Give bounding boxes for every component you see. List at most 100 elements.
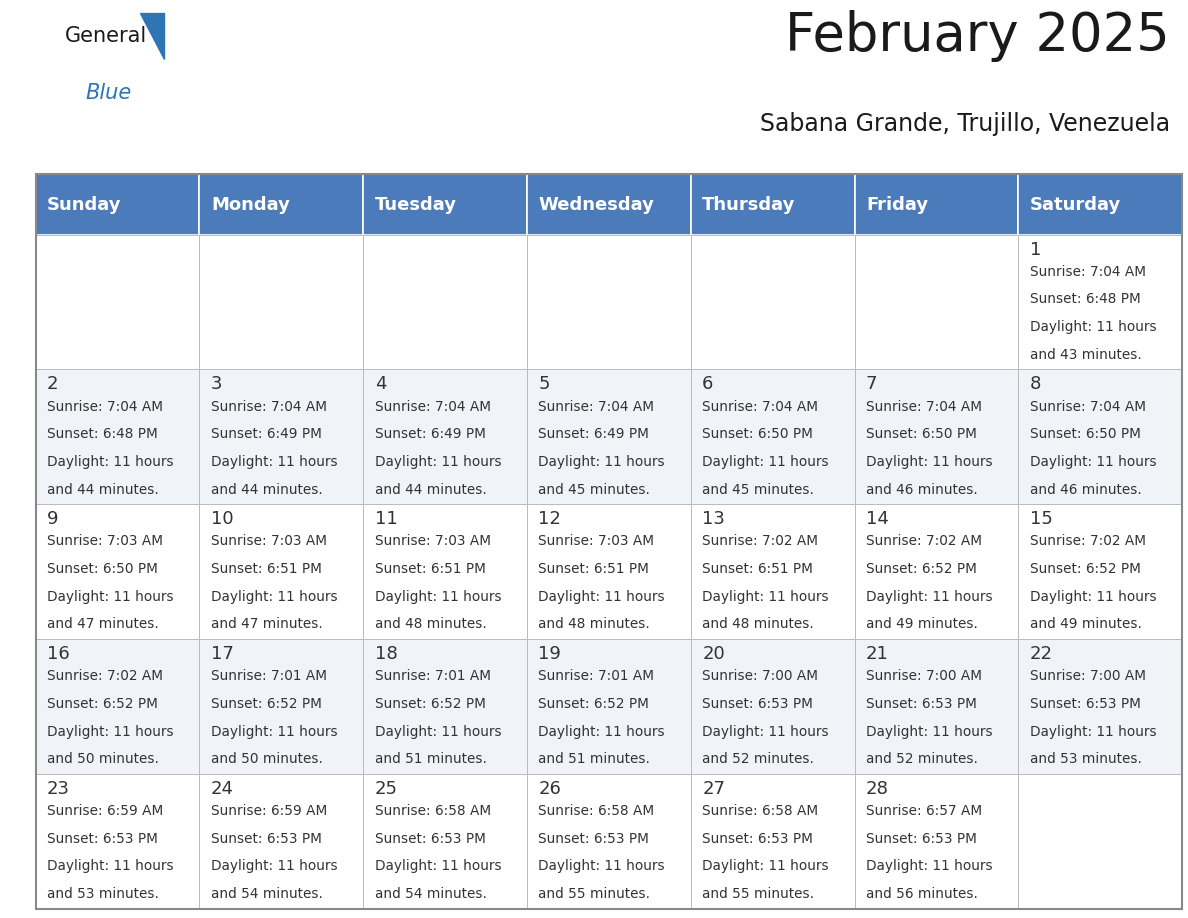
Text: Sunset: 6:53 PM: Sunset: 6:53 PM	[866, 832, 977, 845]
Text: Sunrise: 6:58 AM: Sunrise: 6:58 AM	[374, 804, 491, 818]
Text: Sunrise: 7:04 AM: Sunrise: 7:04 AM	[374, 399, 491, 414]
Text: Sunrise: 7:03 AM: Sunrise: 7:03 AM	[211, 534, 327, 548]
Text: and 51 minutes.: and 51 minutes.	[374, 752, 487, 767]
Text: 13: 13	[702, 510, 725, 528]
Text: Sunset: 6:50 PM: Sunset: 6:50 PM	[1030, 427, 1140, 442]
Text: and 45 minutes.: and 45 minutes.	[538, 483, 650, 497]
Text: Sunset: 6:51 PM: Sunset: 6:51 PM	[211, 562, 322, 577]
Bar	[364, 504, 527, 639]
Text: Sunset: 6:53 PM: Sunset: 6:53 PM	[866, 697, 977, 711]
Text: and 44 minutes.: and 44 minutes.	[374, 483, 486, 497]
Text: Daylight: 11 hours: Daylight: 11 hours	[866, 859, 993, 873]
Text: 21: 21	[866, 645, 889, 663]
Text: Sunset: 6:53 PM: Sunset: 6:53 PM	[48, 832, 158, 845]
Bar	[364, 235, 527, 369]
Text: Sunset: 6:51 PM: Sunset: 6:51 PM	[702, 562, 813, 577]
Text: Sunrise: 7:03 AM: Sunrise: 7:03 AM	[374, 534, 491, 548]
Text: Blue: Blue	[86, 83, 132, 103]
Text: Tuesday: Tuesday	[374, 196, 456, 214]
Text: Sunrise: 7:03 AM: Sunrise: 7:03 AM	[48, 534, 163, 548]
Text: and 55 minutes.: and 55 minutes.	[538, 887, 650, 901]
Text: Daylight: 11 hours: Daylight: 11 hours	[702, 859, 829, 873]
Text: Sunset: 6:49 PM: Sunset: 6:49 PM	[538, 427, 650, 442]
Text: and 53 minutes.: and 53 minutes.	[1030, 752, 1142, 767]
Bar	[1018, 369, 1182, 504]
Text: Sunset: 6:51 PM: Sunset: 6:51 PM	[538, 562, 650, 577]
Text: 19: 19	[538, 645, 561, 663]
Text: Sunrise: 6:57 AM: Sunrise: 6:57 AM	[866, 804, 982, 818]
Text: and 49 minutes.: and 49 minutes.	[866, 618, 978, 632]
Text: 1: 1	[1030, 241, 1041, 259]
Text: Friday: Friday	[866, 196, 928, 214]
Bar	[1018, 774, 1182, 909]
Text: 26: 26	[538, 780, 561, 798]
Text: 20: 20	[702, 645, 725, 663]
Text: Sunrise: 7:00 AM: Sunrise: 7:00 AM	[866, 669, 982, 683]
Bar	[854, 174, 1018, 235]
Text: 15: 15	[1030, 510, 1053, 528]
Bar	[527, 774, 690, 909]
Text: Sabana Grande, Trujillo, Venezuela: Sabana Grande, Trujillo, Venezuela	[760, 112, 1170, 136]
Text: 27: 27	[702, 780, 725, 798]
Bar	[364, 639, 527, 774]
Text: Daylight: 11 hours: Daylight: 11 hours	[374, 455, 501, 469]
Text: Daylight: 11 hours: Daylight: 11 hours	[702, 589, 829, 604]
Text: and 55 minutes.: and 55 minutes.	[702, 887, 814, 901]
Text: Sunrise: 7:04 AM: Sunrise: 7:04 AM	[538, 399, 655, 414]
Polygon shape	[140, 13, 164, 60]
Bar	[854, 774, 1018, 909]
Text: 9: 9	[48, 510, 58, 528]
Bar	[690, 504, 854, 639]
Text: 10: 10	[211, 510, 234, 528]
Text: Daylight: 11 hours: Daylight: 11 hours	[866, 455, 993, 469]
Text: 6: 6	[702, 375, 714, 393]
Text: 12: 12	[538, 510, 561, 528]
Bar	[200, 774, 364, 909]
Text: and 47 minutes.: and 47 minutes.	[48, 618, 159, 632]
Bar	[200, 504, 364, 639]
Text: and 51 minutes.: and 51 minutes.	[538, 752, 650, 767]
Bar	[36, 174, 200, 235]
Text: Daylight: 11 hours: Daylight: 11 hours	[1030, 724, 1156, 739]
Text: Daylight: 11 hours: Daylight: 11 hours	[374, 724, 501, 739]
Text: Monday: Monday	[211, 196, 290, 214]
Bar	[690, 639, 854, 774]
Text: Sunset: 6:51 PM: Sunset: 6:51 PM	[374, 562, 486, 577]
Text: and 48 minutes.: and 48 minutes.	[374, 618, 486, 632]
Text: and 56 minutes.: and 56 minutes.	[866, 887, 978, 901]
Text: Saturday: Saturday	[1030, 196, 1121, 214]
Text: Sunrise: 7:02 AM: Sunrise: 7:02 AM	[702, 534, 819, 548]
Text: and 48 minutes.: and 48 minutes.	[702, 618, 814, 632]
Text: Daylight: 11 hours: Daylight: 11 hours	[1030, 589, 1156, 604]
Text: and 54 minutes.: and 54 minutes.	[374, 887, 487, 901]
Text: Sunset: 6:53 PM: Sunset: 6:53 PM	[538, 832, 650, 845]
Text: Sunrise: 7:02 AM: Sunrise: 7:02 AM	[48, 669, 163, 683]
Text: Daylight: 11 hours: Daylight: 11 hours	[538, 589, 665, 604]
Text: Sunset: 6:52 PM: Sunset: 6:52 PM	[866, 562, 977, 577]
Text: Sunset: 6:53 PM: Sunset: 6:53 PM	[702, 832, 813, 845]
Text: and 47 minutes.: and 47 minutes.	[211, 618, 323, 632]
Text: 2: 2	[48, 375, 58, 393]
Text: and 50 minutes.: and 50 minutes.	[48, 752, 159, 767]
Text: 5: 5	[538, 375, 550, 393]
Text: and 46 minutes.: and 46 minutes.	[1030, 483, 1142, 497]
Text: 24: 24	[211, 780, 234, 798]
Text: and 52 minutes.: and 52 minutes.	[702, 752, 814, 767]
Text: Sunrise: 7:01 AM: Sunrise: 7:01 AM	[211, 669, 327, 683]
Bar	[854, 504, 1018, 639]
Bar	[854, 369, 1018, 504]
Text: 14: 14	[866, 510, 889, 528]
Bar	[36, 369, 200, 504]
Text: and 48 minutes.: and 48 minutes.	[538, 618, 650, 632]
Text: Thursday: Thursday	[702, 196, 796, 214]
Text: Sunset: 6:52 PM: Sunset: 6:52 PM	[374, 697, 486, 711]
Text: Daylight: 11 hours: Daylight: 11 hours	[866, 589, 993, 604]
Text: 4: 4	[374, 375, 386, 393]
Bar	[690, 174, 854, 235]
Text: Sunset: 6:49 PM: Sunset: 6:49 PM	[374, 427, 486, 442]
Text: 18: 18	[374, 645, 398, 663]
Text: Sunrise: 7:04 AM: Sunrise: 7:04 AM	[702, 399, 819, 414]
Text: Sunrise: 7:00 AM: Sunrise: 7:00 AM	[702, 669, 819, 683]
Bar	[364, 174, 527, 235]
Text: Daylight: 11 hours: Daylight: 11 hours	[538, 455, 665, 469]
